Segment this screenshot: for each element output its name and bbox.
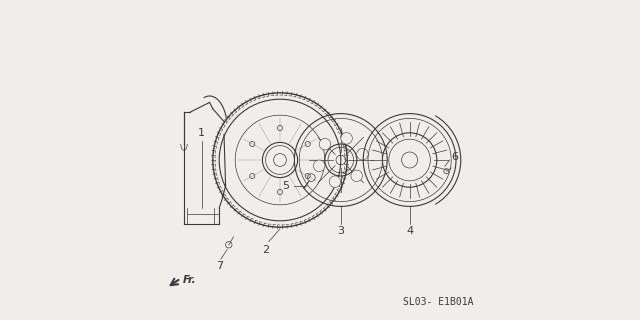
Text: 7: 7 [216, 261, 223, 271]
Text: 4: 4 [406, 226, 413, 236]
Circle shape [329, 176, 340, 188]
Text: 6: 6 [451, 152, 458, 162]
Text: 5: 5 [283, 180, 290, 191]
Text: 2: 2 [262, 245, 269, 255]
Circle shape [356, 148, 368, 160]
Text: Fr.: Fr. [182, 275, 196, 285]
Circle shape [319, 139, 331, 150]
Circle shape [314, 160, 325, 172]
Circle shape [341, 132, 353, 144]
Text: 1: 1 [198, 128, 205, 138]
Text: SL03- E1B01A: SL03- E1B01A [403, 297, 474, 307]
Circle shape [351, 170, 362, 181]
Text: 3: 3 [337, 226, 344, 236]
